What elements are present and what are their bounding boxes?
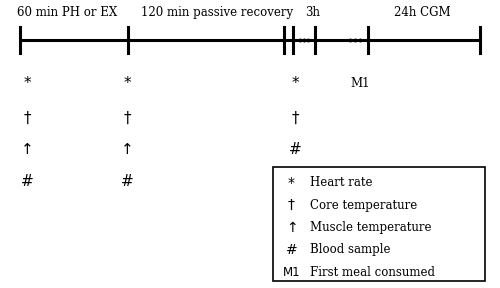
Text: First meal consumed: First meal consumed: [310, 266, 435, 279]
Text: *: *: [24, 76, 32, 91]
Text: ↑: ↑: [21, 142, 34, 157]
Text: M1: M1: [350, 77, 370, 90]
Text: ↑: ↑: [121, 142, 134, 157]
Text: 60 min PH or EX: 60 min PH or EX: [18, 6, 117, 19]
Text: †: †: [288, 198, 295, 212]
Text: *: *: [291, 76, 299, 91]
Text: #: #: [21, 174, 34, 189]
Text: †: †: [291, 111, 299, 126]
Text: Muscle temperature: Muscle temperature: [310, 221, 432, 234]
Text: 120 min passive recovery: 120 min passive recovery: [142, 6, 294, 19]
Text: Blood sample: Blood sample: [310, 243, 390, 256]
Text: M1: M1: [282, 266, 300, 279]
Text: *: *: [288, 176, 295, 190]
Text: *: *: [124, 76, 132, 91]
Text: #: #: [121, 174, 134, 189]
Text: 3h: 3h: [305, 6, 320, 19]
Text: Heart rate: Heart rate: [310, 176, 372, 190]
Text: †: †: [24, 111, 31, 126]
Text: #: #: [288, 142, 302, 157]
FancyBboxPatch shape: [272, 167, 485, 281]
Text: 24h CGM: 24h CGM: [394, 6, 451, 19]
Text: #: #: [286, 243, 298, 257]
Text: †: †: [124, 111, 131, 126]
Text: ↑: ↑: [286, 221, 298, 234]
Text: Core temperature: Core temperature: [310, 199, 417, 212]
